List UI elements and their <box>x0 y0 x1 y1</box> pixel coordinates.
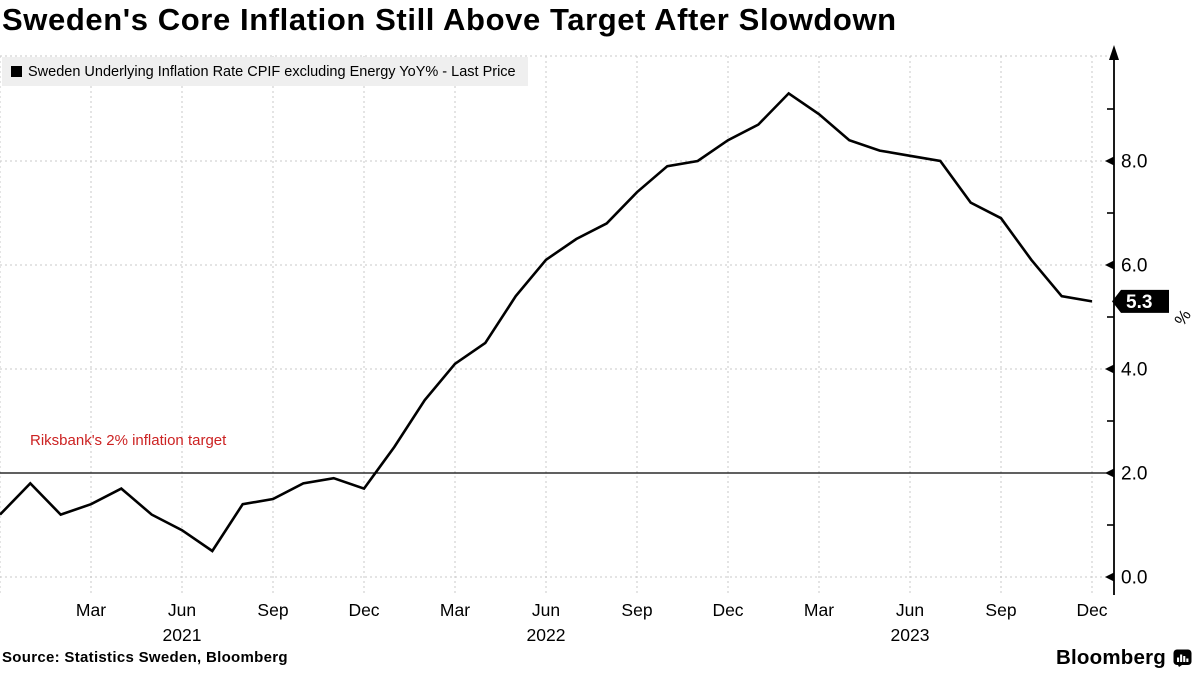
x-axis-tick-label: Sep <box>985 600 1016 620</box>
last-price-value: 5.3 <box>1126 292 1152 313</box>
x-axis-tick-label: Jun <box>532 600 560 620</box>
x-axis-tick-label: Dec <box>712 600 743 620</box>
series-legend-label: Sweden Underlying Inflation Rate CPIF ex… <box>28 63 516 80</box>
x-axis-tick-label: Sep <box>257 600 288 620</box>
x-axis-year-label: 2021 <box>163 625 202 645</box>
x-axis-tick-label: Mar <box>804 600 834 620</box>
y-axis-tick-label: 2.0 <box>1121 464 1147 485</box>
y-axis-major-tick <box>1105 156 1114 166</box>
page-title: Sweden's Core Inflation Still Above Targ… <box>2 2 897 37</box>
y-axis-arrow-icon <box>1109 45 1119 60</box>
bloomberg-bar-chart-bubble-icon <box>1173 649 1192 667</box>
source-attribution: Source: Statistics Sweden, Bloomberg <box>2 649 288 666</box>
bloomberg-wordmark: Bloomberg <box>1056 646 1166 669</box>
x-axis-tick-label: Mar <box>76 600 106 620</box>
x-axis-tick-label: Jun <box>168 600 196 620</box>
y-axis-tick-label: 4.0 <box>1121 360 1147 381</box>
bloomberg-branding: Bloomberg <box>1056 646 1192 670</box>
series-marker-icon <box>11 66 22 77</box>
x-axis-tick-label: Dec <box>348 600 379 620</box>
y-axis-tick-label: 6.0 <box>1121 256 1147 277</box>
series-legend: Sweden Underlying Inflation Rate CPIF ex… <box>2 57 528 86</box>
last-price-badge <box>1112 289 1169 313</box>
y-axis-major-tick <box>1105 572 1114 582</box>
y-axis-major-tick <box>1105 364 1114 374</box>
inflation-target-annotation: Riksbank's 2% inflation target <box>30 432 227 449</box>
x-axis-tick-label: Dec <box>1076 600 1107 620</box>
y-axis-major-tick <box>1105 468 1114 478</box>
x-axis-year-label: 2023 <box>891 625 930 645</box>
x-axis-tick-label: Jun <box>896 600 924 620</box>
x-axis-year-label: 2022 <box>527 625 566 645</box>
x-axis-tick-label: Sep <box>621 600 652 620</box>
inflation-data-line <box>0 91 1093 553</box>
y-axis-major-tick <box>1105 260 1114 270</box>
y-axis-unit-label: % <box>1171 306 1195 329</box>
y-axis-tick-label: 8.0 <box>1121 152 1147 173</box>
y-axis-tick-label: 0.0 <box>1121 568 1147 589</box>
x-axis-tick-label: Mar <box>440 600 470 620</box>
